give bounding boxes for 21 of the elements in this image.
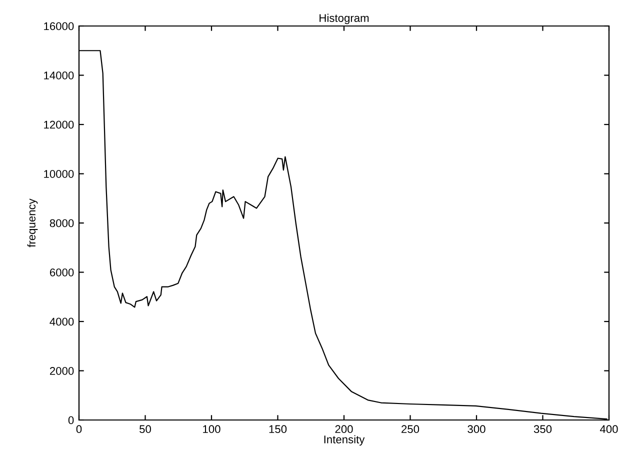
x-tick-label: 150 bbox=[269, 425, 287, 434]
chart-title: Histogram bbox=[320, 14, 369, 24]
y-tick-label: 16000 bbox=[44, 22, 74, 30]
x-tick-label: 200 bbox=[335, 425, 353, 434]
y-tick-label: 0 bbox=[68, 416, 74, 424]
y-tick-label: 6000 bbox=[50, 268, 74, 276]
x-axis-title: Intensity bbox=[324, 435, 365, 446]
y-tick-label: 12000 bbox=[44, 120, 74, 129]
y-tick-label: 2000 bbox=[50, 367, 74, 375]
y-tick-label: 14000 bbox=[44, 72, 74, 80]
x-tick-label: 350 bbox=[534, 425, 552, 434]
x-tick-label: 0 bbox=[76, 425, 82, 434]
x-tick-label: 100 bbox=[203, 425, 220, 434]
x-tick-label: 400 bbox=[600, 425, 618, 434]
y-tick-label: 4000 bbox=[50, 318, 74, 326]
x-tick-label: 250 bbox=[402, 425, 420, 434]
y-tick-label: 10000 bbox=[44, 170, 74, 178]
x-tick-label: 50 bbox=[140, 425, 151, 434]
y-axis-title: frequency bbox=[27, 198, 38, 248]
y-tick-label: 8000 bbox=[50, 219, 74, 228]
x-tick-label: 300 bbox=[468, 425, 486, 434]
